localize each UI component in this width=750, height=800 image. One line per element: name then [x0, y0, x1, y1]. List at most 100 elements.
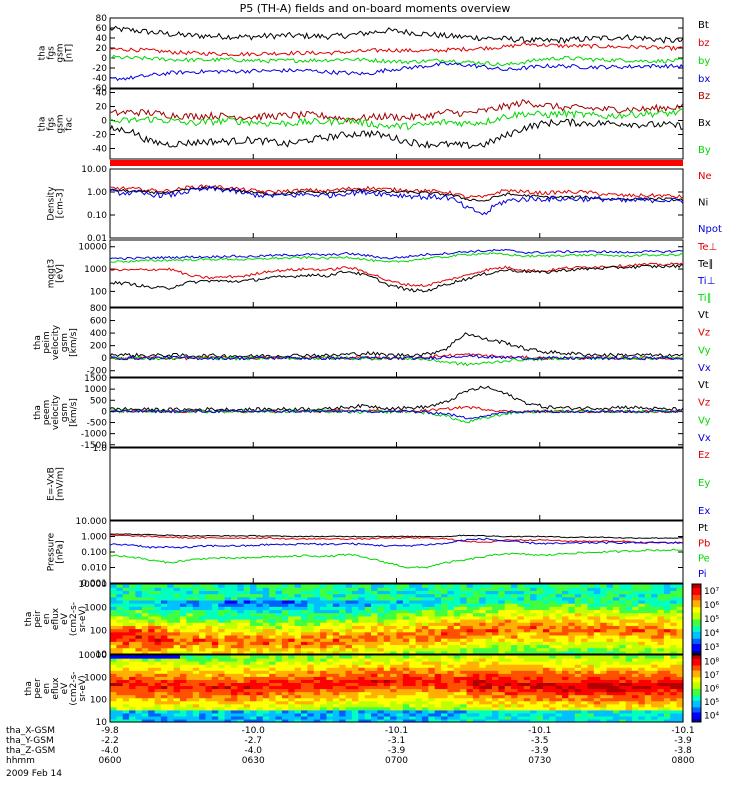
heatmap-cell [371, 664, 378, 668]
heatmap-cell [625, 647, 633, 652]
heatmap-cell [230, 676, 238, 680]
heatmap-cell [542, 593, 550, 598]
heatmap-cell [587, 584, 595, 588]
heatmap-cell [192, 634, 200, 639]
heatmap-cell [307, 596, 315, 601]
heatmap-cell [466, 691, 474, 696]
heatmap-cell [351, 619, 359, 623]
heatmap-cell [320, 697, 328, 702]
heatmap-cell [186, 718, 194, 723]
heatmap-cell [320, 673, 328, 677]
heatmap-cell [428, 712, 436, 717]
legend-Ti⊥: Ti⊥ [697, 276, 715, 287]
heatmap-cell [313, 628, 321, 633]
heatmap-cell [409, 673, 417, 677]
heatmap-cell [110, 685, 117, 690]
heatmap-cell [180, 712, 187, 717]
heatmap-cell [485, 615, 493, 620]
heatmap-cell [199, 682, 207, 687]
heatmap-cell [110, 673, 117, 677]
heatmap-cell [205, 606, 213, 611]
heatmap-cell [332, 609, 340, 614]
heatmap-cell [555, 682, 563, 687]
series-line-Npot [109, 185, 684, 216]
heatmap-cell [211, 709, 219, 714]
heatmap-cell [275, 609, 283, 614]
heatmap-cell [676, 622, 684, 626]
heatmap-cell [421, 644, 429, 649]
heatmap-cell [504, 615, 512, 620]
heatmap-cell [256, 715, 264, 720]
heatmap-cell [364, 650, 372, 655]
heatmap-cell [122, 655, 130, 659]
heatmap-cell [606, 685, 614, 690]
x-row-value: -4.0 [101, 746, 119, 756]
heatmap-cell [377, 593, 385, 598]
heatmap-cell [275, 628, 283, 633]
heatmap-cell [619, 619, 627, 623]
heatmap-cell [428, 631, 436, 636]
heatmap-cell [371, 655, 378, 659]
heatmap-cell [447, 688, 455, 693]
heatmap-cell [351, 667, 359, 671]
heatmap-cell [581, 694, 589, 699]
heatmap-cell [371, 603, 378, 607]
heatmap-cell [581, 584, 589, 588]
heatmap-cell [186, 673, 194, 677]
heatmap-cell [377, 676, 385, 680]
heatmap-cell [364, 647, 372, 652]
heatmap-cell [288, 685, 296, 690]
panel-frame [109, 654, 684, 723]
heatmap-cell [479, 587, 487, 591]
panel-y-label: tha [24, 612, 34, 627]
heatmap-cell [562, 596, 569, 601]
heatmap-cell [326, 670, 334, 674]
y-tick-label: 10000 [78, 243, 107, 253]
heatmap-cell [485, 628, 493, 633]
heatmap-cell [562, 655, 569, 659]
heatmap-cell [568, 593, 576, 598]
heatmap-cell [638, 661, 646, 665]
heatmap-cell [173, 661, 181, 665]
heatmap-cell [466, 718, 474, 723]
heatmap-cell [205, 628, 213, 633]
heatmap-cell [294, 703, 302, 708]
heatmap-cell [110, 596, 117, 601]
heatmap-cell [504, 706, 512, 711]
heatmap-cell [281, 706, 289, 711]
heatmap-cell [211, 612, 219, 617]
heatmap-cell [409, 606, 417, 611]
heatmap-cell [612, 655, 620, 659]
heatmap-cell [154, 706, 162, 711]
heatmap-cell [625, 709, 633, 714]
heatmap-cell [351, 694, 359, 699]
heatmap-cell [192, 697, 200, 702]
x-row-label: tha_X-GSM [6, 726, 55, 736]
heatmap-cell [326, 596, 334, 601]
heatmap-cell [383, 606, 391, 611]
heatmap-cell [587, 599, 595, 604]
heatmap-cell [600, 694, 608, 699]
heatmap-cell [218, 619, 226, 623]
heatmap-cell [441, 664, 449, 668]
heatmap-cell [262, 628, 270, 633]
heatmap-cell [536, 712, 544, 717]
heatmap-cell [574, 650, 582, 655]
heatmap-cell [530, 658, 538, 662]
heatmap-cell [657, 688, 665, 693]
heatmap-cell [250, 685, 258, 690]
heatmap-cell [428, 619, 436, 623]
heatmap-cell [460, 628, 468, 633]
heatmap-cell [511, 625, 519, 630]
heatmap-cell [269, 670, 277, 674]
heatmap-cell [504, 712, 512, 717]
heatmap-cell [657, 709, 665, 714]
heatmap-cell [288, 688, 296, 693]
heatmap-cell [549, 667, 557, 671]
heatmap-cell [237, 655, 245, 659]
heatmap-cell [460, 599, 468, 604]
heatmap-cell [129, 644, 137, 649]
heatmap-cell [523, 612, 531, 617]
heatmap-cell [574, 587, 582, 591]
heatmap-cell [237, 606, 245, 611]
